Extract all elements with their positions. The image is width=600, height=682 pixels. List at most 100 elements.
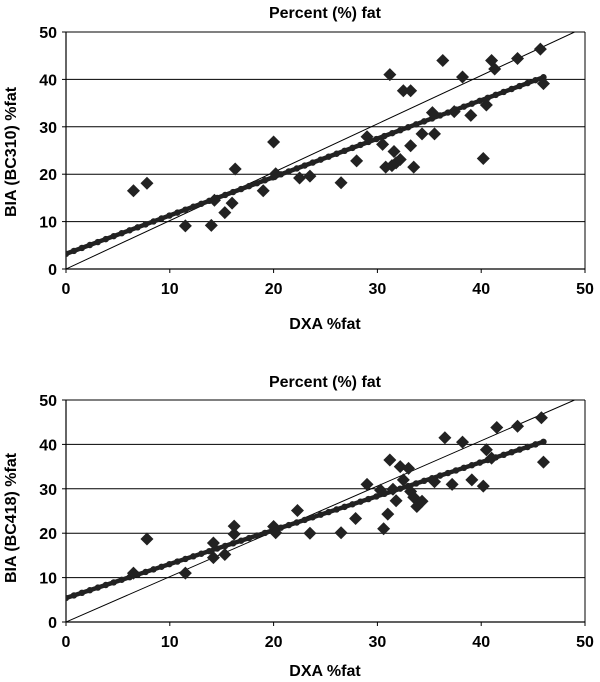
regression-dot (365, 495, 372, 503)
y-tick-label: 0 (48, 615, 57, 632)
data-point (465, 473, 479, 487)
chart-title: Percent (%) fat (269, 374, 382, 391)
regression-dot (404, 124, 412, 131)
data-point (511, 419, 525, 433)
regression-dot (142, 568, 149, 576)
regression-dot (532, 441, 539, 448)
data-point (445, 477, 459, 491)
regression-dot (317, 156, 324, 163)
data-point (303, 169, 317, 183)
regression-dot (516, 82, 523, 90)
plot-frame (65, 32, 586, 270)
x-tick-label: 30 (369, 281, 387, 298)
data-point (456, 435, 470, 449)
regression-dot (245, 534, 253, 542)
data-point (427, 127, 441, 141)
regression-dot (198, 550, 205, 557)
regression-dot (500, 88, 507, 96)
regression-dot (357, 141, 364, 149)
regression-dot (253, 179, 261, 187)
data-point (427, 475, 441, 489)
data-point (293, 171, 307, 185)
regression-dot (476, 459, 484, 466)
regression-dot (357, 498, 364, 505)
regression-dot (158, 215, 165, 222)
regression-dot (325, 153, 332, 160)
data-point (485, 451, 499, 465)
data-point (415, 127, 429, 141)
data-point (227, 527, 241, 541)
identity-line (66, 400, 575, 622)
data-point (126, 566, 140, 580)
data-point (407, 160, 421, 174)
data-point (396, 473, 410, 487)
regression-dot (86, 587, 94, 594)
data-point (490, 421, 504, 435)
regression-dot (70, 592, 78, 599)
regression-dot (540, 438, 547, 445)
regression-dot (118, 576, 125, 583)
data-point (383, 453, 397, 467)
regression-dot (532, 76, 539, 84)
data-point (383, 68, 397, 82)
y-tick-labels: 0 10 20 30 40 50 (39, 393, 66, 632)
data-point (360, 477, 374, 491)
data-point (178, 566, 192, 580)
regression-dot (198, 200, 205, 207)
regression-dot (412, 121, 420, 128)
data-point (464, 108, 478, 122)
regression-dot (166, 212, 173, 219)
x-tick-label: 40 (472, 281, 490, 298)
data-point (218, 548, 232, 562)
regression-dot (78, 589, 86, 597)
data-point (140, 532, 154, 546)
data-point (387, 144, 401, 158)
data-point (225, 196, 239, 210)
regression-dot (174, 209, 181, 216)
regression-dot (516, 446, 523, 453)
data-point (376, 137, 390, 151)
data-point (476, 152, 490, 166)
data-point (269, 167, 283, 181)
gridlines (66, 399, 585, 579)
data-point (334, 526, 348, 540)
data-point (256, 184, 270, 198)
data-point (534, 411, 548, 425)
y-axis-label: BIA (BC418) %fat (3, 452, 20, 583)
data-point (303, 526, 317, 540)
regression-dot (94, 238, 102, 246)
regression-dot (174, 558, 181, 565)
x-tick-labels: 0 10 20 30 40 50 (62, 622, 594, 651)
regression-dot (397, 127, 404, 134)
x-tick-label: 50 (576, 281, 594, 298)
data-point (227, 519, 241, 533)
regression-dot (412, 480, 420, 487)
y-tick-label: 50 (39, 25, 57, 42)
regression-dot (460, 464, 468, 472)
x-tick-label: 20 (265, 634, 283, 651)
x-tick-label: 40 (472, 634, 490, 651)
regression-dot (492, 91, 499, 99)
data-point (479, 98, 493, 112)
data-point (404, 84, 418, 98)
regression-dot (436, 472, 444, 479)
regression-dot (389, 129, 396, 137)
y-tick-label: 40 (39, 437, 57, 454)
data-points (126, 42, 550, 233)
data-point (374, 483, 388, 497)
data-point (485, 53, 499, 67)
x-tick-label: 50 (576, 634, 594, 651)
regression-dot (190, 553, 197, 560)
trend-lines (66, 400, 575, 622)
y-tick-labels: 0 10 20 30 40 50 (39, 25, 66, 279)
regression-dot (524, 79, 531, 87)
data-point (415, 494, 429, 508)
data-point (402, 461, 416, 475)
data-point (360, 130, 374, 144)
identity-line (66, 32, 575, 269)
data-point (511, 52, 525, 66)
regression-dot (349, 501, 356, 508)
regression-dot (221, 191, 229, 199)
data-point (476, 479, 490, 493)
